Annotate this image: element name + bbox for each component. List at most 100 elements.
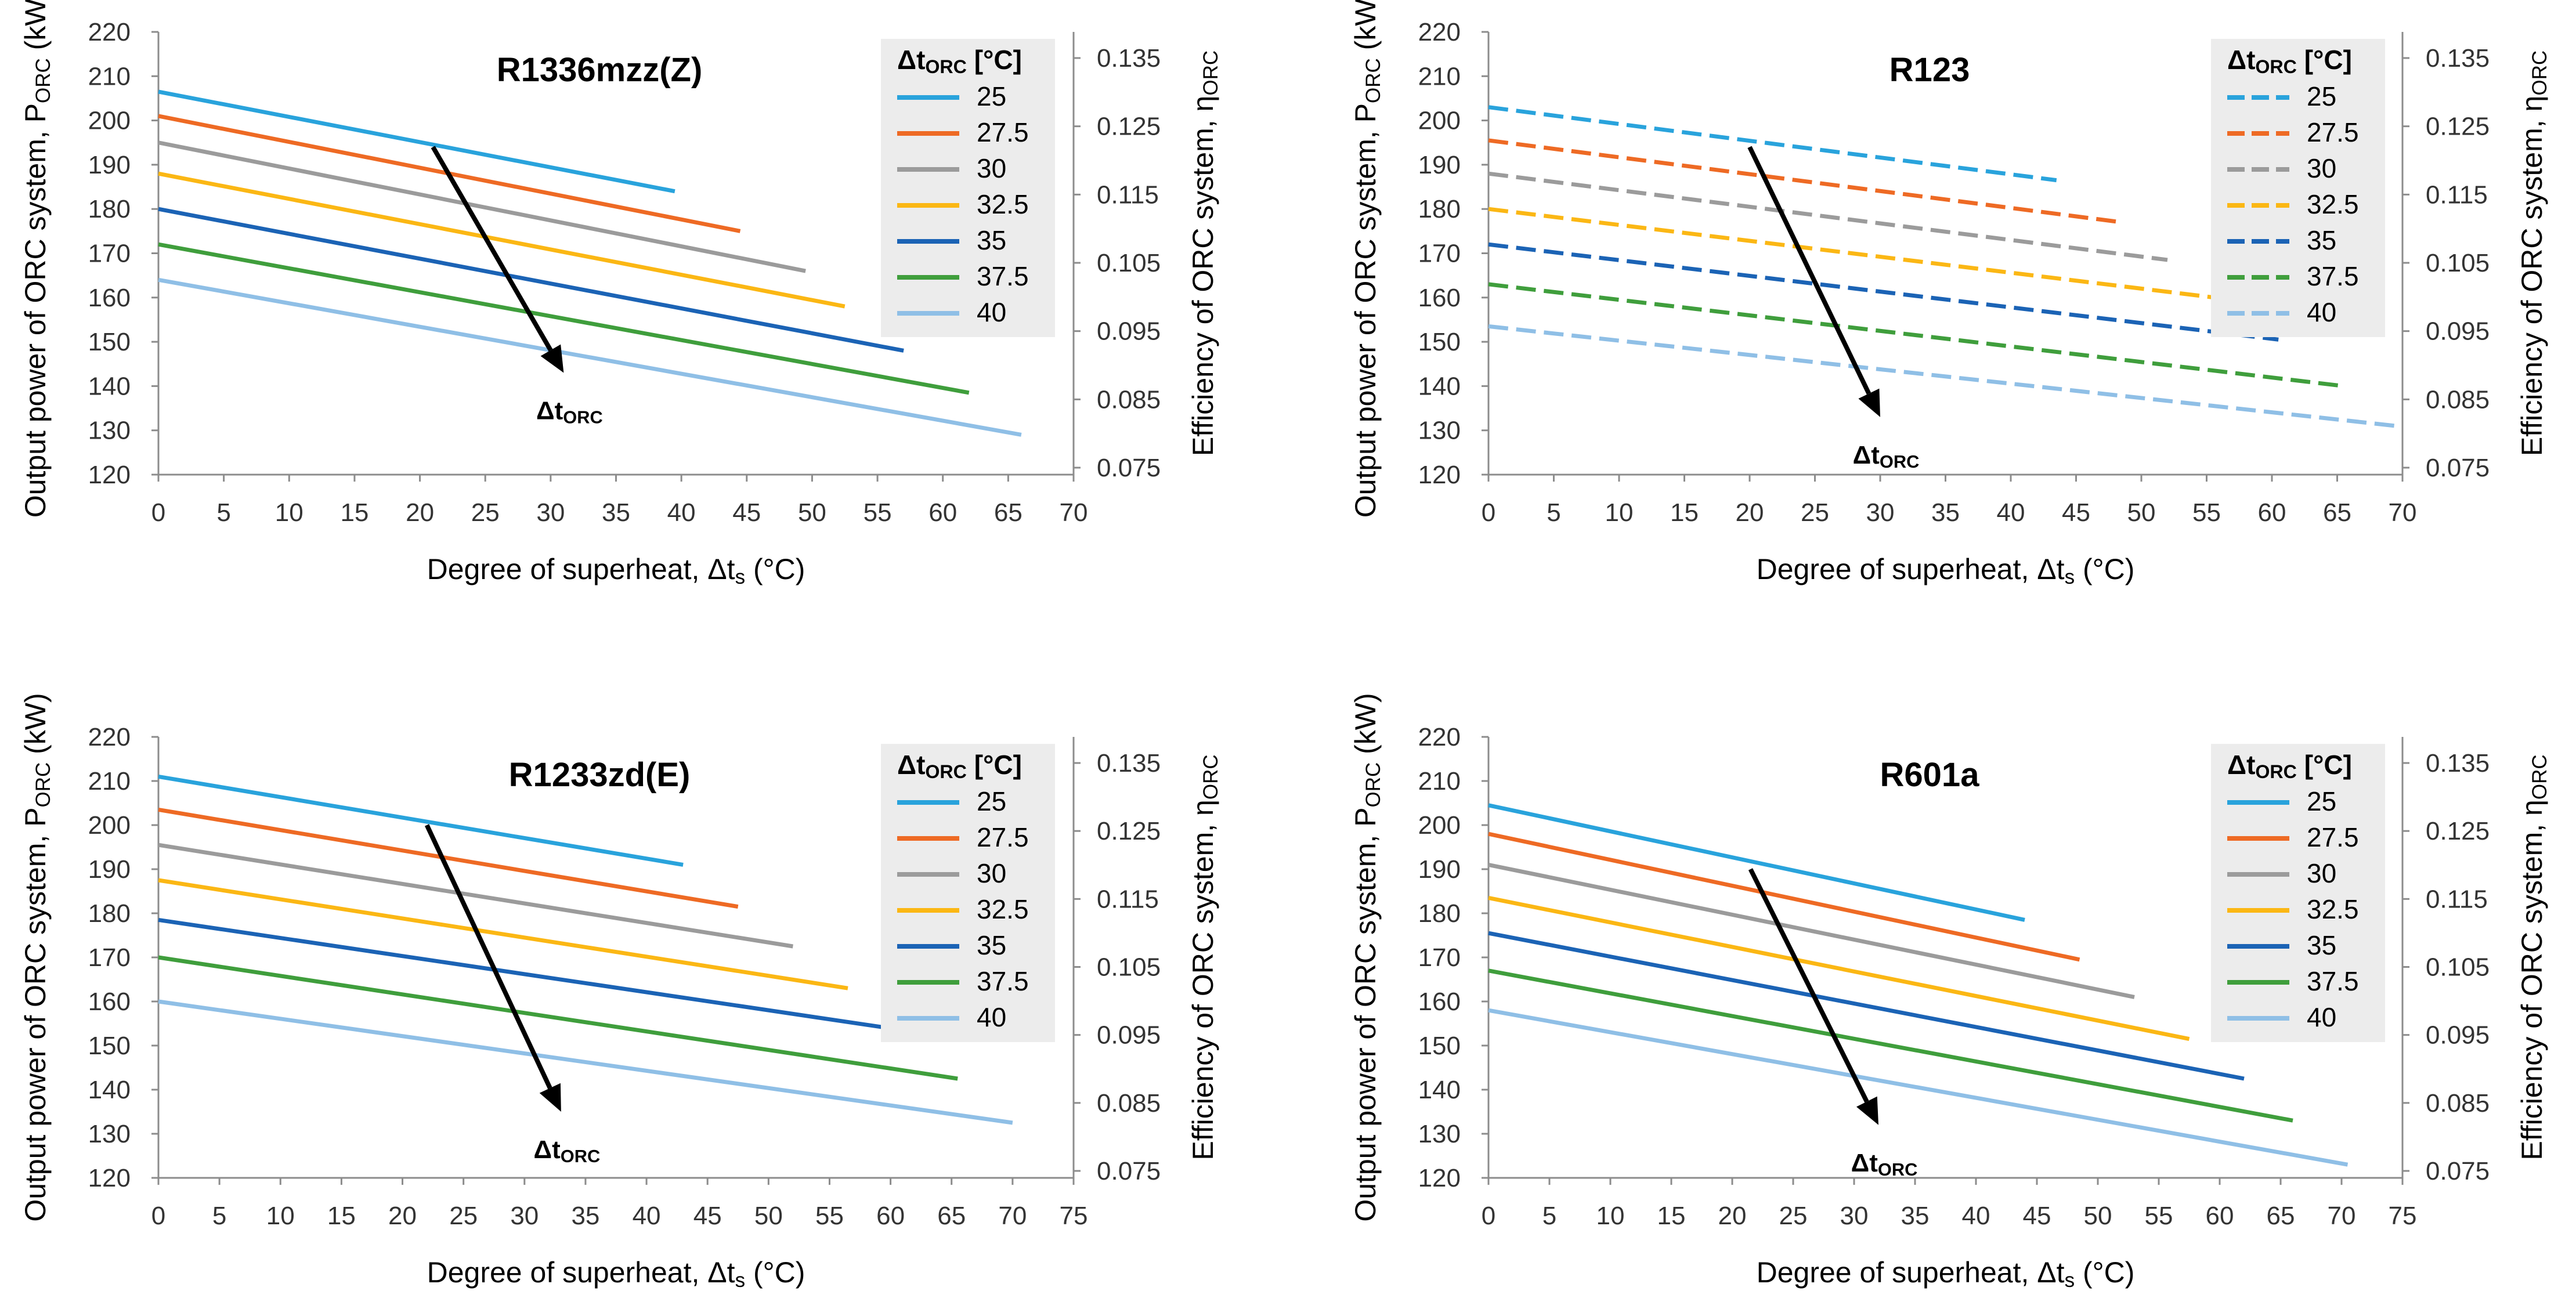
- legend-label: 30: [977, 153, 1006, 183]
- series-line-25: [158, 89, 675, 194]
- series-line-35: [158, 207, 904, 353]
- y-tick-label: 120: [88, 1164, 131, 1192]
- y2-axis-label: Efficiency of ORC system, ηORC: [2516, 50, 2551, 456]
- x-tick-label: 35: [602, 498, 630, 527]
- y-tick-label: 140: [1418, 372, 1461, 400]
- y2-tick-label: 0.085: [1097, 1089, 1161, 1118]
- y2-tick-label: 0.135: [2426, 749, 2490, 778]
- y-tick-label: 190: [1418, 151, 1461, 179]
- x-tick-label: 45: [2023, 1202, 2051, 1230]
- series-line-30: [1488, 171, 2168, 262]
- y-tick-label: 170: [1418, 240, 1461, 268]
- y2-tick-label: 0.105: [2426, 249, 2490, 277]
- chart-panel-3: 0 5 10 15 20 25 30 35 40 45 50 55 60 65 70 75 120 130 140 1…: [19, 693, 1222, 1291]
- chart-title: R601a: [1880, 756, 1980, 794]
- y2-tick-label: 0.095: [2426, 317, 2490, 346]
- series-line-27.5: [1488, 138, 2122, 225]
- x-tick-label: 60: [876, 1202, 905, 1230]
- legend-box: [881, 39, 1055, 337]
- series-line-40: [1488, 324, 2397, 428]
- y2-tick-label: 0.125: [1097, 113, 1161, 141]
- y-tick-label: 160: [1418, 284, 1461, 312]
- y2-tick-label: 0.075: [2426, 454, 2490, 482]
- series-line-35: [1488, 242, 2279, 342]
- x-tick-label: 20: [1736, 498, 1764, 527]
- x-tick-label: 50: [798, 498, 826, 527]
- series-line-30: [158, 140, 806, 273]
- trend-arrow-shaft: [424, 824, 552, 1089]
- x-tick-label: 55: [2192, 498, 2221, 527]
- legend-title: ΔtORC [°C]: [2227, 45, 2352, 77]
- y-tick-label: 180: [88, 195, 131, 223]
- legend-box: [2211, 744, 2385, 1042]
- legend-label: 37.5: [977, 966, 1029, 996]
- legend-title: ΔtORC [°C]: [897, 750, 1022, 782]
- y-tick-label: 150: [1418, 1032, 1461, 1060]
- trend-arrow-shaft: [431, 146, 553, 352]
- legend-box: [881, 744, 1055, 1042]
- y-tick-label: 210: [88, 767, 131, 795]
- series-line-35: [158, 917, 904, 1032]
- x-tick-label: 50: [2084, 1202, 2112, 1230]
- y-tick-label: 140: [88, 1076, 131, 1104]
- legend-label: 32.5: [2307, 894, 2359, 924]
- y2-tick-label: 0.095: [1097, 1021, 1161, 1050]
- x-tick-label: 25: [471, 498, 500, 527]
- y-tick-label: 130: [1418, 1120, 1461, 1148]
- series-line-27.5: [1488, 831, 2080, 962]
- trend-arrow-label: ΔtORC: [534, 1136, 601, 1166]
- y2-tick-label: 0.115: [1097, 885, 1159, 913]
- x-tick-label: 15: [340, 498, 368, 527]
- x-tick-label: 15: [327, 1202, 356, 1230]
- x-tick-label: 30: [1840, 1202, 1869, 1230]
- x-tick-label: 60: [2258, 498, 2286, 527]
- x-tick-label: 50: [754, 1202, 783, 1230]
- y2-tick-label: 0.125: [1097, 817, 1161, 845]
- x-tick-label: 55: [815, 1202, 844, 1230]
- y-tick-label: 170: [88, 240, 131, 268]
- legend-label: 27.5: [977, 117, 1029, 147]
- x-axis-label: Degree of superheat, Δts (°C): [427, 553, 805, 588]
- trend-arrow-head: [539, 1083, 561, 1112]
- series-line-25: [1488, 105, 2057, 183]
- x-tick-label: 30: [536, 498, 565, 527]
- legend-title: ΔtORC [°C]: [897, 45, 1022, 77]
- legend-label: 40: [977, 297, 1006, 327]
- legend-title: ΔtORC [°C]: [2227, 750, 2352, 782]
- legend-label: 27.5: [2307, 117, 2359, 147]
- y-tick-label: 180: [1418, 899, 1461, 928]
- x-tick-label: 75: [2389, 1202, 2417, 1230]
- y2-tick-label: 0.105: [2426, 953, 2490, 982]
- series-line-37.5: [158, 955, 958, 1081]
- y2-tick-label: 0.085: [2426, 1089, 2490, 1118]
- x-tick-label: 70: [2328, 1202, 2356, 1230]
- y2-tick-label: 0.125: [2426, 113, 2490, 141]
- y2-axis-label: Efficiency of ORC system, ηORC: [2516, 754, 2551, 1160]
- x-tick-label: 30: [1866, 498, 1895, 527]
- x-tick-label: 10: [275, 498, 304, 527]
- y2-tick-label: 0.105: [1097, 953, 1161, 982]
- y-tick-label: 140: [1418, 1076, 1461, 1104]
- x-axis-label: Degree of superheat, Δts (°C): [1757, 553, 2135, 588]
- legend-box: [2211, 39, 2385, 337]
- y2-tick-label: 0.135: [1097, 44, 1161, 73]
- y-tick-label: 120: [1418, 1164, 1461, 1192]
- legend-label: 35: [2307, 930, 2336, 960]
- y-tick-label: 190: [1418, 855, 1461, 884]
- x-tick-label: 70: [2389, 498, 2417, 527]
- x-tick-label: 10: [1605, 498, 1634, 527]
- y-tick-label: 160: [88, 988, 131, 1016]
- x-tick-label: 45: [693, 1202, 722, 1230]
- trend-arrow-shaft: [1748, 868, 1869, 1103]
- x-tick-label: 10: [266, 1202, 295, 1230]
- legend-label: 27.5: [2307, 822, 2359, 852]
- x-tick-label: 35: [1901, 1202, 1930, 1230]
- x-tick-label: 5: [216, 498, 230, 527]
- x-tick-label: 0: [151, 498, 165, 527]
- x-tick-label: 25: [449, 1202, 478, 1230]
- x-tick-label: 5: [1542, 1202, 1556, 1230]
- y2-tick-label: 0.095: [1097, 317, 1161, 346]
- chart-title: R123: [1889, 51, 1970, 89]
- series-line-30: [1488, 862, 2135, 999]
